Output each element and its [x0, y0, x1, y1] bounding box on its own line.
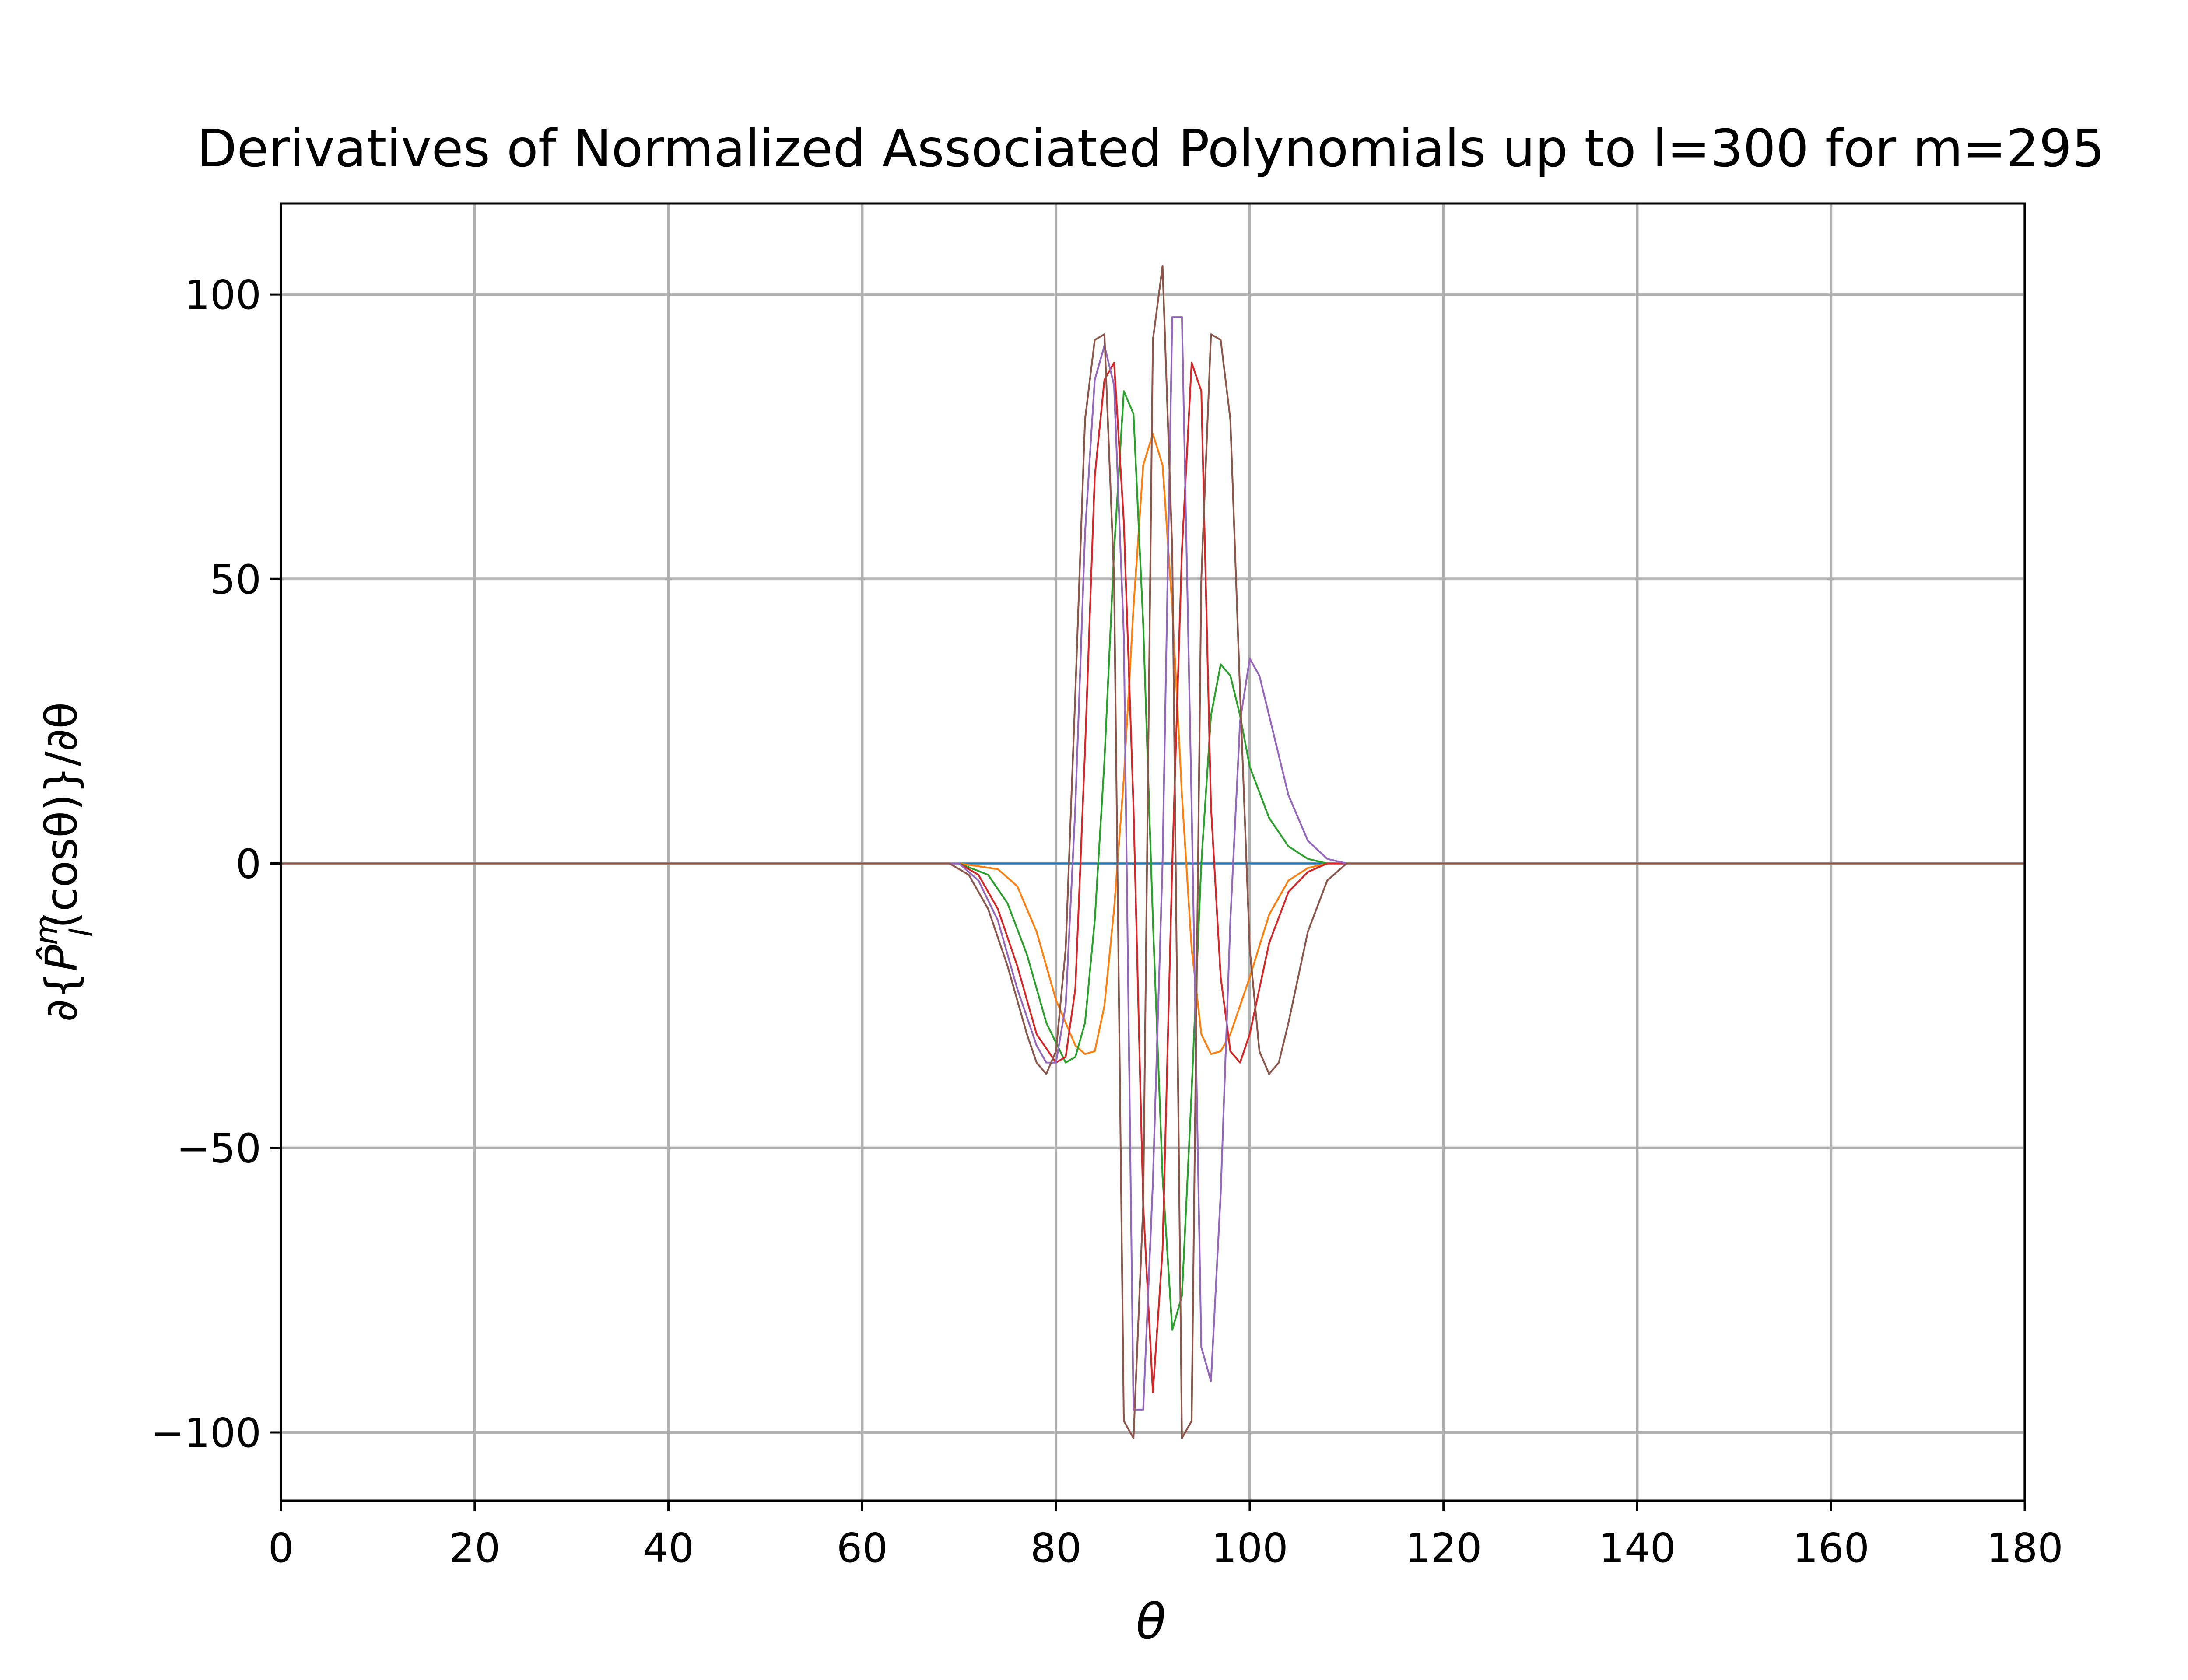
- y-tick-label: 0: [235, 841, 261, 888]
- series-layer: [281, 265, 2025, 1439]
- axis-ticks: 0 20 40 60 80 100 120 140 160 180 −100 −50 0 50 100: [151, 272, 2063, 1572]
- x-tick-label: 60: [837, 1525, 888, 1572]
- series-line-6: [281, 265, 2025, 1439]
- x-axis-label: θ: [1136, 1593, 1166, 1650]
- x-tick-label: 0: [268, 1525, 294, 1572]
- series-line-2: [281, 433, 2025, 1055]
- y-axis-label: ∂{P̂ml(cosθ)}/∂θ: [28, 702, 99, 1022]
- y-axis-label-suffix: (cosθ)}/∂θ: [36, 702, 87, 929]
- chart-title: Derivatives of Normalized Associated Pol…: [197, 118, 2104, 178]
- x-tick-label: 20: [449, 1525, 500, 1572]
- x-tick-label: 40: [643, 1525, 694, 1572]
- x-tick-label: 120: [1405, 1525, 1482, 1572]
- series-line-4: [281, 362, 2025, 1393]
- series-line-3: [281, 390, 2025, 1331]
- y-tick-label: −50: [176, 1125, 261, 1172]
- x-tick-label: 100: [1211, 1525, 1288, 1572]
- x-tick-label: 180: [1986, 1525, 2063, 1572]
- y-axis-label-symbol: P̂: [36, 945, 87, 971]
- y-axis-label-prefix: ∂{: [36, 971, 87, 1022]
- y-tick-label: −100: [151, 1410, 261, 1456]
- y-axis-label-superscript: m: [28, 915, 64, 945]
- series-line-5: [281, 316, 2025, 1410]
- x-tick-label: 80: [1031, 1525, 1082, 1572]
- x-tick-label: 160: [1792, 1525, 1869, 1572]
- x-tick-label: 140: [1599, 1525, 1676, 1572]
- y-tick-label: 50: [210, 556, 261, 603]
- y-axis-label-subscript: l: [63, 928, 99, 937]
- y-tick-label: 100: [184, 272, 261, 318]
- plot-frame: [280, 202, 2026, 1502]
